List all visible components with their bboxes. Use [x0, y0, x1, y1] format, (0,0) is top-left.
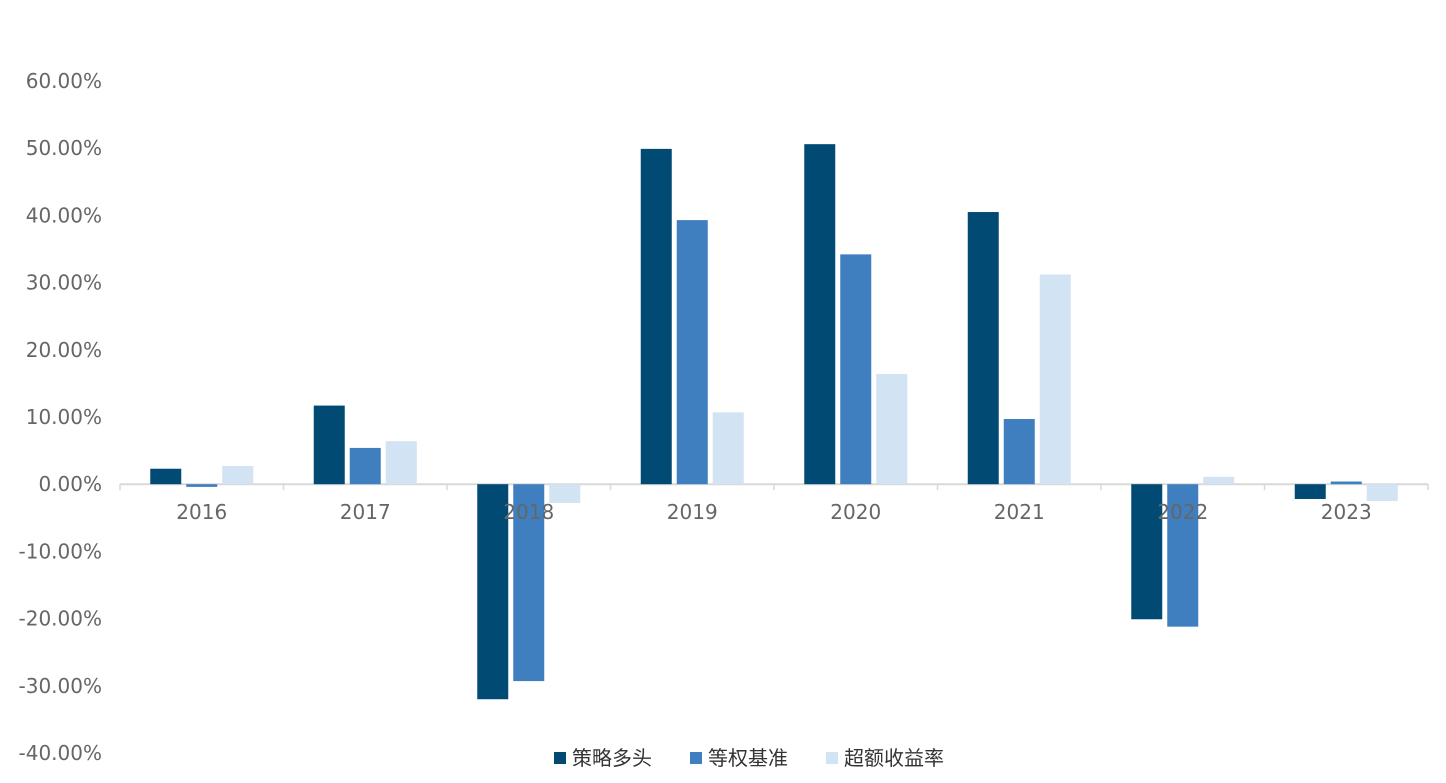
bar-超额收益率-2022: [1203, 476, 1235, 485]
y-tick-label: 40.00%: [26, 203, 102, 227]
bar-策略多头-2016: [150, 468, 182, 485]
x-tick-label: 2018: [503, 500, 554, 524]
bar-等权基准-2022: [1167, 484, 1199, 627]
bar-等权基准-2016: [186, 484, 218, 487]
legend-swatch: [826, 752, 838, 764]
x-tick-label: 2019: [667, 500, 718, 524]
legend-item: 等权基准: [690, 746, 788, 770]
bar-等权基准-2021: [1003, 419, 1035, 485]
bar-策略多头-2019: [640, 148, 672, 485]
y-tick-label: 20.00%: [26, 338, 102, 362]
y-axis-tick-labels: 60.00% 50.00% 40.00% 30.00% 20.00% 10.00% 0.00…: [19, 69, 102, 765]
legend-swatch: [690, 752, 702, 764]
legend-swatch: [554, 752, 566, 764]
bar-超额收益率-2018: [549, 484, 581, 504]
bar-策略多头-2023: [1294, 484, 1326, 499]
legend: 策略多头 等权基准 超额收益率: [554, 746, 944, 770]
x-tick-label: 2017: [340, 500, 391, 524]
y-tick-label: 50.00%: [26, 136, 102, 160]
legend-label: 策略多头: [572, 746, 652, 770]
x-tick-label: 2020: [830, 500, 881, 524]
legend-label: 等权基准: [708, 746, 788, 770]
y-tick-label: -30.00%: [19, 674, 102, 698]
bars: [150, 144, 1398, 700]
legend-label: 超额收益率: [844, 746, 944, 770]
bar-等权基准-2019: [676, 220, 708, 485]
y-tick-label: 0.00%: [38, 472, 102, 496]
y-tick-label: -40.00%: [19, 741, 102, 765]
bar-等权基准-2020: [840, 254, 872, 485]
bar-超额收益率-2017: [385, 441, 417, 485]
y-tick-label: 30.00%: [26, 271, 102, 295]
bar-超额收益率-2016: [222, 466, 254, 485]
bar-策略多头-2017: [313, 405, 345, 485]
y-tick-label: -20.00%: [19, 607, 102, 631]
y-tick-label: 10.00%: [26, 405, 102, 429]
bar-策略多头-2022: [1131, 484, 1163, 620]
bar-策略多头-2020: [804, 144, 836, 485]
x-axis-tick-labels: 2016 2017 2018 2019 2020 2021 2022 2023: [176, 500, 1371, 524]
y-tick-label: 60.00%: [26, 69, 102, 93]
bar-等权基准-2018: [513, 484, 545, 682]
y-tick-label: -10.00%: [19, 539, 102, 563]
bar-超额收益率-2023: [1366, 484, 1398, 501]
x-tick-label: 2023: [1321, 500, 1372, 524]
legend-item: 策略多头: [554, 746, 652, 770]
bar-超额收益率-2019: [712, 412, 744, 485]
bar-超额收益率-2021: [1039, 274, 1071, 485]
bar-等权基准-2017: [349, 447, 381, 485]
bar-超额收益率-2020: [876, 373, 908, 485]
bar-等权基准-2023: [1330, 481, 1362, 485]
bar-策略多头-2018: [477, 484, 509, 700]
x-tick-label: 2016: [176, 500, 227, 524]
x-axis-tick-marks: [119, 484, 1429, 491]
legend-item: 超额收益率: [826, 746, 944, 770]
x-tick-label: 2021: [994, 500, 1045, 524]
bar-策略多头-2021: [967, 212, 999, 485]
x-tick-label: 2022: [1157, 500, 1208, 524]
